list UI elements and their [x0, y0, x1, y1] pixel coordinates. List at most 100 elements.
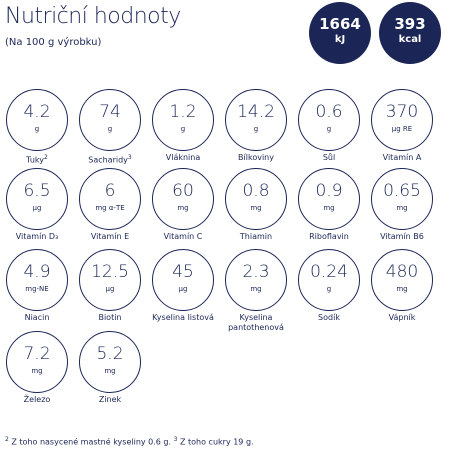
- footnote-mark: 2: [44, 154, 48, 161]
- value: 0.9: [315, 181, 343, 201]
- unit: mg: [250, 204, 262, 212]
- unit: g: [34, 125, 40, 133]
- nutrient-label: Bílkoviny: [221, 153, 291, 163]
- footnotes: 2 Z toho nasycené mastné kyseliny 0.6 g.…: [5, 436, 254, 447]
- footnote-text: Z toho nasycené mastné kyseliny 0.6 g.: [11, 437, 172, 447]
- value: 0.65: [383, 181, 421, 201]
- nutrient-circle: 393 kcal: [379, 2, 441, 64]
- unit: kcal: [398, 34, 422, 45]
- unit: μg RE: [391, 125, 413, 133]
- subtitle: (Na 100 g výrobku): [5, 37, 102, 48]
- nutrient-circle: 0.8 mg: [225, 168, 287, 230]
- value: 393: [394, 15, 426, 33]
- value: 4.2: [23, 102, 51, 122]
- nutrient-circle: 0.6 g: [298, 89, 360, 151]
- nutrient-circle: 6 mg α-TE: [79, 168, 141, 230]
- nutrient-label: Vitamín D₃: [2, 232, 72, 242]
- value: 45: [172, 262, 194, 282]
- label-text: Thiamin: [239, 232, 273, 241]
- nutrient-label: Vitamín B6: [367, 232, 437, 242]
- nutrient-circle: 60 mg: [152, 168, 214, 230]
- label-text: Vitamín D₃: [15, 232, 59, 241]
- nutrient-label: Biotin: [75, 313, 145, 323]
- unit: mg: [323, 204, 335, 212]
- label-text: Biotin: [98, 313, 122, 322]
- unit: g: [326, 125, 332, 133]
- nutrient-circle: 370 μg RE: [371, 89, 433, 151]
- unit: mg: [104, 367, 116, 375]
- nutrient-circle: 4.9 mg-NE: [6, 249, 68, 311]
- unit: mg-NE: [25, 285, 49, 293]
- label-text: Niacin: [24, 313, 50, 322]
- label-text: Zinek: [98, 395, 122, 404]
- unit: mg: [177, 204, 189, 212]
- unit: g: [326, 285, 332, 293]
- unit: μg: [105, 285, 115, 293]
- unit: mg: [396, 285, 408, 293]
- value: 4.9: [23, 262, 51, 282]
- unit: g: [253, 125, 259, 133]
- nutrient-label: Kyselina listová: [148, 313, 218, 323]
- nutrient-circle: 7.2 mg: [6, 331, 68, 393]
- value: 0.8: [242, 181, 270, 201]
- unit: mg: [31, 367, 43, 375]
- label-text: Sacharidy: [88, 155, 128, 165]
- value: 5.2: [96, 344, 124, 364]
- unit: mg α-TE: [95, 204, 125, 212]
- unit: μg: [178, 285, 188, 293]
- footnote-mark: 2: [5, 436, 9, 443]
- label-text: Vláknina: [165, 153, 201, 162]
- nutrient-label: Vitamín C: [148, 232, 218, 242]
- nutrient-circle: 4.2 g: [6, 89, 68, 151]
- label-text: Železo: [23, 395, 51, 404]
- label-text: Vitamín B6: [380, 232, 424, 241]
- unit: kJ: [334, 34, 346, 45]
- nutrient-label: Vitamín E: [75, 232, 145, 242]
- label-text: Vitamín C: [163, 232, 203, 241]
- nutrient-circle: 1.2 g: [152, 89, 214, 151]
- value: 1.2: [169, 102, 197, 122]
- nutrient-circle: 0.9 mg: [298, 168, 360, 230]
- label-text: Vitamín A: [382, 153, 422, 162]
- value: 480: [385, 262, 419, 282]
- title: Nutriční hodnoty: [5, 4, 181, 29]
- value: 14.2: [237, 102, 275, 122]
- nutrient-label: Sacharidy3: [75, 153, 145, 166]
- label-text: Riboflavin: [309, 232, 349, 241]
- unit: mg: [250, 285, 262, 293]
- value: 6.5: [23, 181, 51, 201]
- nutrient-circle: 2.3 mg: [225, 249, 287, 311]
- unit: μg: [32, 204, 42, 212]
- nutrient-label: Riboflavin: [294, 232, 364, 242]
- nutrient-label: Sodík: [294, 313, 364, 323]
- nutrient-circle: 0.65 mg: [371, 168, 433, 230]
- value: 0.24: [310, 262, 348, 282]
- value: 1664: [319, 15, 361, 33]
- value: 6: [104, 181, 116, 201]
- value: 60: [172, 181, 194, 201]
- nutrient-circle: 480 mg: [371, 249, 433, 311]
- unit: g: [180, 125, 186, 133]
- nutrient-label: Sůl: [294, 153, 364, 163]
- nutrient-label: Vápník: [367, 313, 437, 323]
- value: 12.5: [91, 262, 129, 282]
- nutrient-label: Kyselina pantothenová: [221, 313, 291, 333]
- value: 370: [385, 102, 419, 122]
- label-text: Kyselina pantothenová: [228, 313, 284, 332]
- nutrient-label: Železo: [2, 395, 72, 405]
- unit: g: [107, 125, 113, 133]
- label-text: Bílkoviny: [238, 153, 274, 162]
- footnote-mark: 3: [173, 436, 178, 443]
- nutrient-circle: 5.2 mg: [79, 331, 141, 393]
- nutrient-circle: 14.2 g: [225, 89, 287, 151]
- label-text: Sodík: [318, 313, 340, 322]
- nutrient-label: Tuky2: [2, 153, 72, 166]
- nutrient-circle: 12.5 μg: [79, 249, 141, 311]
- nutrient-label: Niacin: [2, 313, 72, 323]
- nutrient-label: Zinek: [75, 395, 145, 405]
- value: 74: [99, 102, 121, 122]
- value: 7.2: [23, 344, 51, 364]
- nutrient-label: Vláknina: [148, 153, 218, 163]
- label-text: Tuky: [26, 155, 44, 165]
- footnote-mark: 3: [127, 154, 132, 161]
